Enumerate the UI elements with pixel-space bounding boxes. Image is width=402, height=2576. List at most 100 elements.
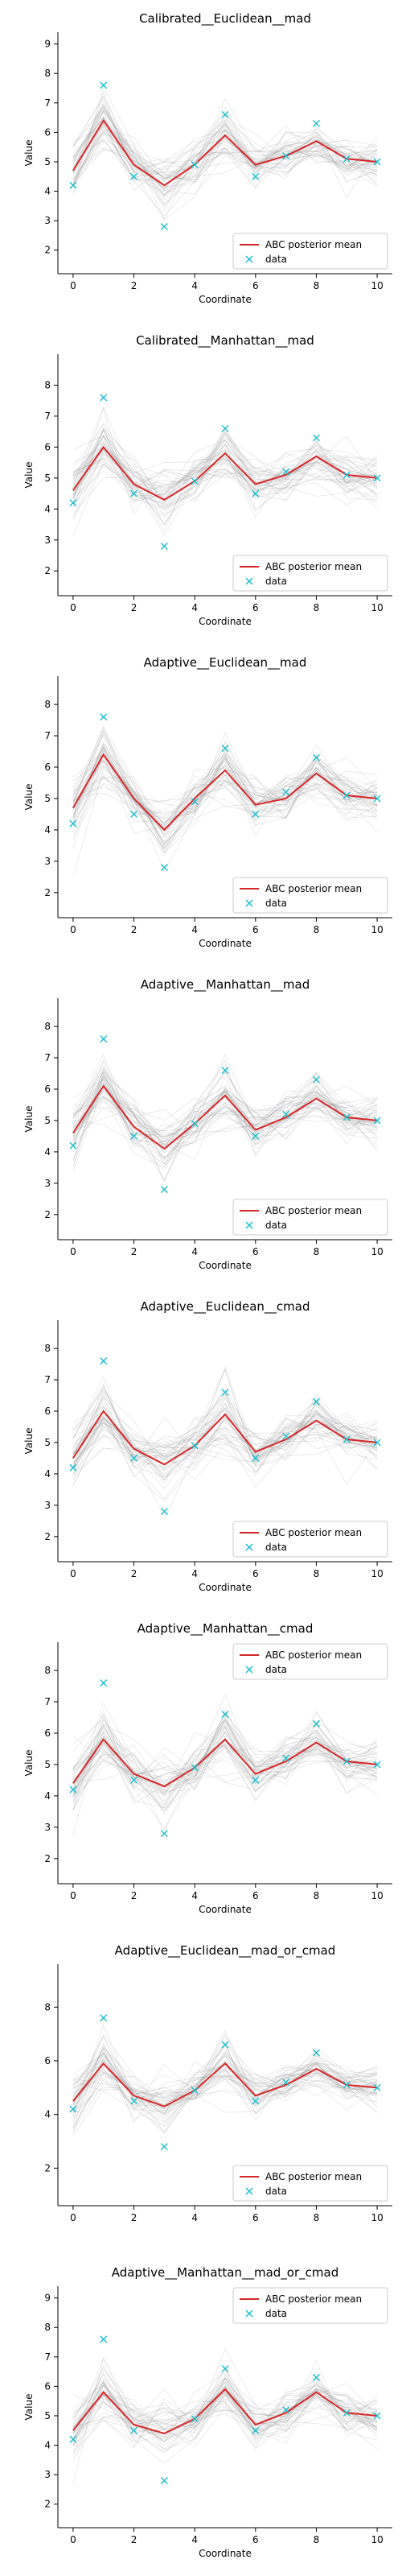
posterior-sample-line (72, 121, 378, 180)
posterior-sample-line (72, 103, 378, 183)
data-point (343, 2081, 351, 2089)
legend-mean-label: ABC posterior mean (265, 561, 362, 572)
x-tick-label: 2 (131, 924, 137, 935)
data-point (282, 1754, 290, 1762)
legend-mean-label: ABC posterior mean (265, 2293, 362, 2305)
y-tick-label: 7 (44, 1052, 51, 1063)
y-tick-label: 3 (44, 535, 51, 546)
chart-panel: Adaptive__Euclidean__cmad 0 2 4 6 8 10 2 3 4 5 6 7 8 C… (0, 1288, 402, 1610)
data-point (343, 2409, 351, 2417)
x-tick-label: 4 (191, 2212, 198, 2223)
data-point (100, 1035, 108, 1043)
chart-title: Calibrated__Euclidean__mad (139, 11, 311, 27)
chart-title: Adaptive__Manhattan__mad_or_cmad (112, 2265, 338, 2281)
posterior-sample-line (72, 2063, 378, 2127)
data-point (221, 745, 229, 753)
posterior-sample-line (72, 97, 378, 176)
data-point (69, 1141, 77, 1150)
posterior-sample-line (72, 1078, 378, 1136)
posterior-sample-line (72, 1732, 378, 1804)
y-tick-label: 8 (44, 1343, 51, 1354)
chart-svg: Adaptive__Euclidean__cmad 0 2 4 6 8 10 2 3 4 5 6 7 8 C… (23, 1299, 392, 1593)
posterior-sample-line (72, 1078, 378, 1167)
posterior-sample-line (72, 2374, 378, 2431)
posterior-sample-line (72, 130, 378, 187)
posterior-sample-line (72, 1741, 378, 1795)
posterior-sample-line (72, 1092, 378, 1140)
posterior-sample-line (72, 1060, 378, 1165)
legend-data-label: data (265, 1542, 287, 1553)
data-point (160, 1830, 168, 1838)
posterior-sample-line (72, 2376, 378, 2453)
posterior-sample-line (72, 2381, 378, 2463)
y-tick-label: 4 (44, 2109, 51, 2120)
chart-svg: Adaptive__Manhattan__mad_or_cmad 0 2 4 6 8 10 2… (23, 2265, 392, 2559)
data-point (69, 819, 77, 828)
y-tick-label: 8 (44, 2322, 51, 2333)
chart-svg: Adaptive__Euclidean__mad 0 2 4 6 8 10 2 3 4 5 6 7 8 Co… (23, 655, 392, 949)
data-point (100, 1357, 108, 1365)
posterior-sample-line (72, 449, 378, 516)
posterior-sample-line (72, 1726, 378, 1810)
posterior-sample-line (72, 427, 378, 507)
posterior-sample-line (72, 1397, 378, 1461)
posterior-sample-line (72, 1073, 378, 1171)
x-tick-label: 4 (191, 1890, 198, 1901)
posterior-sample-line (72, 1074, 378, 1147)
x-tick-label: 8 (314, 280, 320, 291)
chart-title: Adaptive__Manhattan__cmad (137, 1621, 314, 1637)
x-tick-label: 2 (131, 2534, 137, 2545)
posterior-sample-line (72, 2378, 378, 2450)
data-point (343, 791, 351, 799)
x-tick-label: 6 (252, 924, 259, 935)
data-point (252, 489, 260, 497)
x-tick-label: 4 (191, 1246, 198, 1257)
posterior-sample-line (72, 2385, 378, 2432)
posterior-sample-line (72, 124, 378, 188)
posterior-sample-line (72, 109, 378, 197)
posterior-sample-line (72, 440, 378, 514)
x-tick-label: 8 (314, 1246, 320, 1257)
posterior-sample-line (72, 123, 378, 189)
data-point (312, 119, 320, 127)
posterior-sample-line (72, 1401, 378, 1480)
posterior-sample-line (72, 407, 378, 515)
posterior-sample-line (72, 2372, 378, 2443)
posterior-sample-line (72, 2395, 378, 2445)
posterior-sample-line (72, 422, 378, 500)
posterior-mean-line (72, 753, 378, 832)
data-point (312, 434, 320, 442)
data-point (191, 477, 199, 485)
data-point (69, 1785, 77, 1794)
posterior-sample-line (72, 427, 378, 526)
data-point (252, 810, 260, 818)
y-tick-label: 8 (44, 699, 51, 710)
data-point (343, 1113, 351, 1121)
posterior-sample-line (72, 117, 378, 191)
posterior-mean-line (72, 2062, 378, 2107)
y-tick-label: 3 (44, 1178, 51, 1189)
posterior-sample-line (72, 132, 378, 196)
x-tick-label: 0 (70, 2534, 76, 2545)
y-tick-label: 7 (44, 2351, 51, 2363)
posterior-sample-line (72, 753, 378, 850)
posterior-sample-line (72, 1059, 378, 1157)
posterior-sample-line (72, 1746, 378, 1795)
data-point (221, 110, 229, 118)
data-point (191, 2415, 199, 2423)
posterior-sample-line (72, 2066, 378, 2136)
y-tick-label: 5 (44, 1759, 51, 1770)
posterior-samples (72, 2348, 378, 2486)
data-point (191, 1764, 199, 1772)
x-tick-label: 8 (314, 602, 320, 613)
posterior-sample-line (72, 1071, 378, 1162)
posterior-sample-line (72, 1738, 378, 1794)
posterior-sample-line (72, 444, 378, 519)
legend-mean-label: ABC posterior mean (265, 883, 362, 894)
posterior-sample-line (72, 1065, 378, 1144)
x-tick-label: 0 (70, 1890, 76, 1901)
posterior-sample-line (72, 2380, 378, 2464)
posterior-sample-line (72, 104, 378, 185)
posterior-sample-line (72, 1396, 378, 1478)
posterior-sample-line (72, 117, 378, 191)
